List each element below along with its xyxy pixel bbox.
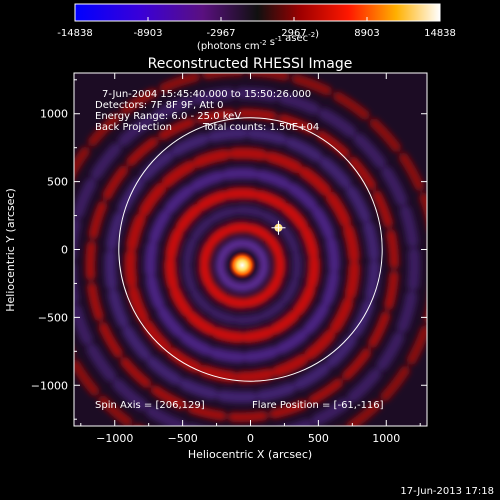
annotation-energy: Energy Range: 6.0 - 25.0 keV bbox=[95, 111, 241, 122]
colorbar-ticks: -14838 -8903 -2967 2967 8903 14838 bbox=[57, 17, 456, 39]
image-area bbox=[74, 73, 427, 426]
x-tick-label: 0 bbox=[247, 432, 254, 445]
x-axis-label: Heliocentric X (arcsec) bbox=[188, 448, 312, 461]
colorbar-tick-label: -2967 bbox=[206, 28, 235, 39]
colorbar-tick-label: -8903 bbox=[133, 28, 162, 39]
x-tick-label: 1000 bbox=[372, 432, 400, 445]
colorbar-tick-label: 2967 bbox=[281, 28, 306, 39]
y-tick-label: −1000 bbox=[31, 379, 68, 392]
colorbar-tick-label: 8903 bbox=[354, 28, 379, 39]
annotation-flare-position: Flare Position = [-61,-116] bbox=[252, 400, 384, 411]
x-tick-label: −500 bbox=[168, 432, 198, 445]
colorbar-unit-label: (photons cm-2 s-1 asec-2) bbox=[197, 29, 319, 52]
annotation-spin-axis: Spin Axis = [206,129] bbox=[95, 400, 205, 411]
annotation-time: 7-Jun-2004 15:45:40.000 to 15:50:26.000 bbox=[102, 89, 311, 100]
y-axis-label: Heliocentric Y (arcsec) bbox=[4, 188, 17, 312]
flare-source bbox=[228, 251, 257, 280]
y-tick-label: 1000 bbox=[40, 108, 68, 121]
axis-ticks: −1000 −500 0 500 1000 −1000 −500 0 500 1000 bbox=[31, 73, 427, 445]
y-tick-label: 0 bbox=[61, 244, 68, 257]
annotation-counts: Total counts: 1.50E+04 bbox=[202, 122, 319, 133]
secondary-source-marker bbox=[271, 220, 286, 235]
annotation-method: Back Projection bbox=[95, 122, 172, 133]
annotation-detectors: Detectors: 7F 8F 9F, Att 0 bbox=[95, 100, 223, 111]
footer-date: 17-Jun-2013 17:18 bbox=[400, 486, 494, 497]
colorbar-tick-label: 14838 bbox=[424, 28, 456, 39]
chart-title: Reconstructed RHESSI Image bbox=[148, 56, 353, 72]
y-tick-label: −500 bbox=[38, 311, 68, 324]
y-tick-label: 500 bbox=[47, 176, 68, 189]
x-tick-label: −1000 bbox=[96, 432, 133, 445]
solar-limb-circle bbox=[118, 117, 383, 382]
colorbar bbox=[74, 3, 441, 22]
colorbar-tick-label: -14838 bbox=[57, 28, 92, 39]
x-tick-label: 500 bbox=[308, 432, 329, 445]
